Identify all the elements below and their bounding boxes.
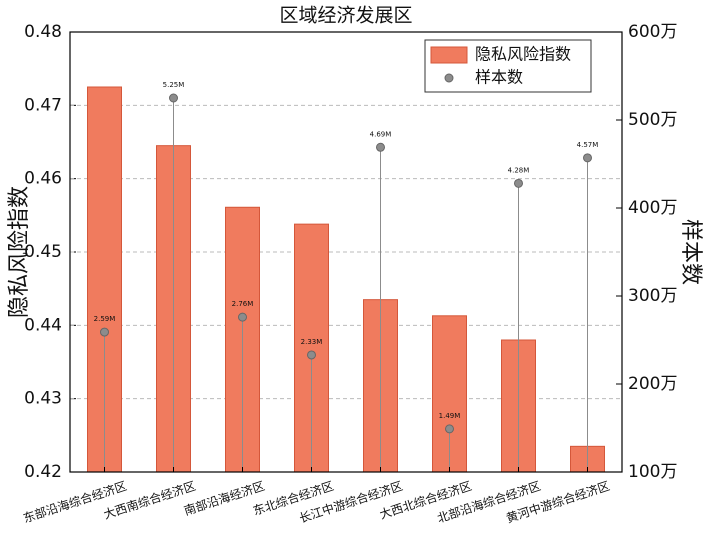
y-axis-label: 隐私风险指数 xyxy=(7,186,32,318)
legend-label: 样本数 xyxy=(475,68,523,87)
y2-axis-label: 样本数 xyxy=(678,219,703,285)
value-label: 4.57M xyxy=(577,141,599,149)
y2-tick-label: 500万 xyxy=(628,110,677,130)
value-label: 4.69M xyxy=(370,130,392,138)
value-label: 5.25M xyxy=(163,81,185,89)
y2-tick-label: 300万 xyxy=(628,286,677,306)
legend-dot xyxy=(444,73,454,83)
value-label: 2.59M xyxy=(94,315,116,323)
value-label: 2.76M xyxy=(232,300,254,308)
y-tick-label: 0.42 xyxy=(24,462,62,482)
y2-tick-label: 600万 xyxy=(628,22,677,42)
value-label: 4.28M xyxy=(508,166,530,174)
y-tick-label: 0.48 xyxy=(24,22,62,42)
dot xyxy=(238,312,247,322)
legend-swatch xyxy=(430,46,468,64)
legend-label: 隐私风险指数 xyxy=(475,45,571,64)
y-tick-label: 0.43 xyxy=(24,389,62,409)
y-tick-label: 0.44 xyxy=(24,315,62,335)
dot xyxy=(100,327,109,337)
y2-tick-label: 200万 xyxy=(628,374,677,394)
y-tick-label: 0.45 xyxy=(24,242,62,262)
dot xyxy=(514,178,523,188)
plot-frame xyxy=(69,31,623,473)
chart-title: 区域经济发展区 xyxy=(279,5,412,27)
y2-tick-label: 100万 xyxy=(628,462,677,482)
dot xyxy=(583,153,592,163)
y-tick-label: 0.47 xyxy=(24,95,62,115)
value-label: 1.49M xyxy=(439,412,461,420)
value-label: 2.33M xyxy=(301,338,323,346)
dot xyxy=(445,424,454,434)
y2-tick-label: 400万 xyxy=(628,198,677,218)
dot xyxy=(307,350,316,360)
dot xyxy=(169,93,178,103)
y-tick-label: 0.46 xyxy=(24,169,62,189)
dot xyxy=(376,142,385,152)
